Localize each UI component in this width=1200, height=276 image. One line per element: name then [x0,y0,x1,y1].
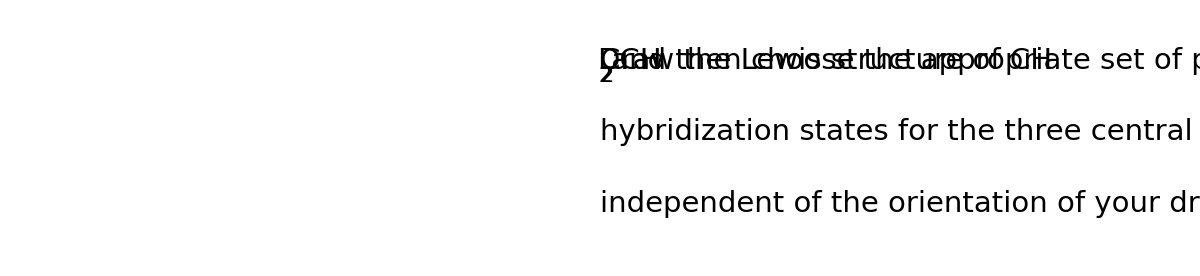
Text: CCH: CCH [600,47,662,75]
Text: 2: 2 [600,66,613,86]
Text: Draw the Lewis structure of CH: Draw the Lewis structure of CH [598,47,1051,75]
Text: hybridization states for the three central atoms. Your answer choice is: hybridization states for the three centr… [600,118,1200,147]
Text: and then choose the appropriate set of pair: and then choose the appropriate set of p… [601,47,1200,75]
Text: independent of the orientation of your drawn structure.: independent of the orientation of your d… [600,190,1200,218]
Text: 2: 2 [599,66,612,86]
